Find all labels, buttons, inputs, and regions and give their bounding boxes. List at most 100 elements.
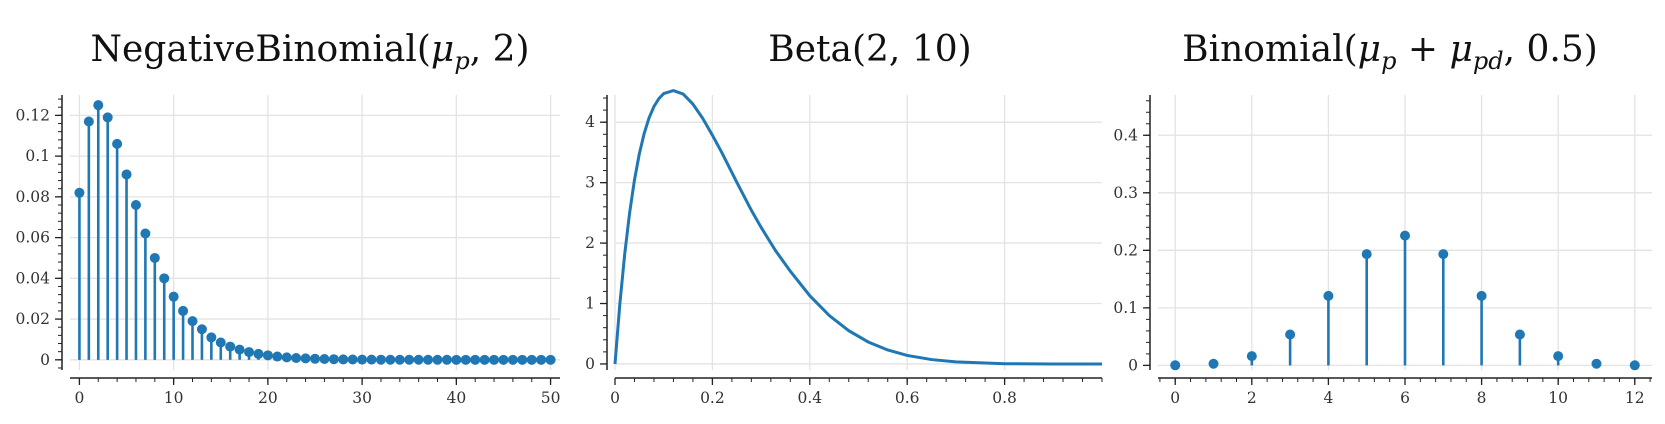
x-tick-label: 0: [1170, 389, 1180, 407]
data-point: [159, 273, 170, 284]
data-point: [225, 341, 236, 352]
data-point: [479, 354, 490, 365]
data-point: [310, 353, 320, 364]
data-point: [1400, 230, 1410, 241]
data-point: [196, 324, 207, 335]
data-point: [347, 354, 358, 365]
data-point: [432, 354, 443, 365]
y-tick-label: 2: [585, 234, 595, 252]
y-tick-label: 1: [585, 295, 595, 313]
x-tick-label: 2: [1247, 389, 1257, 407]
data-point: [1246, 351, 1257, 362]
data-point: [206, 332, 217, 343]
x-tick-label: 40: [446, 389, 466, 407]
x-tick-label: 0.2: [700, 389, 725, 407]
data-point: [187, 316, 198, 327]
data-point: [1361, 249, 1372, 260]
x-tick-label: 6: [1400, 389, 1410, 407]
x-tick-label: 0: [74, 389, 84, 407]
data-point: [517, 354, 528, 365]
x-tick-label: 10: [164, 389, 184, 407]
data-point: [130, 200, 141, 210]
y-tick-label: 0.02: [15, 310, 50, 328]
data-point: [1591, 358, 1602, 369]
y-tick-label: 0: [1128, 356, 1138, 374]
data-point: [385, 354, 396, 365]
data-point: [536, 354, 547, 365]
data-point: [1514, 329, 1525, 340]
data-point: [1476, 290, 1487, 301]
data-point: [1170, 360, 1181, 371]
data-point: [74, 187, 85, 198]
data-point: [93, 100, 104, 111]
data-point: [441, 354, 452, 365]
data-point: [83, 116, 94, 127]
data-point: [498, 354, 509, 365]
data-point: [423, 354, 434, 365]
data-point: [112, 138, 123, 149]
data-point: [328, 354, 339, 365]
data-point: [1208, 358, 1219, 369]
beta-panel: Beta(2, 10) 0 0.2 0.4 0.6 0.8 0 1 2 3 4: [585, 29, 1103, 407]
data-point: [357, 354, 368, 365]
data-point: [291, 352, 302, 363]
data-point: [526, 354, 537, 365]
y-tick-label: 0.06: [15, 229, 50, 247]
x-tick-label: 0.6: [895, 389, 920, 407]
data-point: [234, 344, 245, 355]
data-point: [507, 354, 518, 365]
y-tick-label: 0.3: [1113, 184, 1138, 202]
data-point: [1438, 249, 1449, 260]
chart-title: NegativeBinomial(μp, 2): [90, 29, 529, 75]
x-tick-label: 20: [258, 389, 278, 407]
x-tick-label: 0.8: [992, 389, 1017, 407]
data-point: [149, 252, 160, 263]
data-point: [215, 337, 226, 348]
x-tick-label: 0: [610, 389, 620, 407]
data-point: [262, 350, 273, 361]
x-tick-label: 10: [1548, 389, 1568, 407]
chart-title: Binomial(μp + μpd, 0.5): [1182, 29, 1598, 75]
data-point: [121, 169, 132, 180]
x-tick-label: 0.4: [797, 389, 822, 407]
data-point: [1285, 329, 1296, 340]
data-point: [489, 354, 500, 365]
data-point: [451, 354, 462, 365]
data-point: [338, 354, 349, 365]
x-tick-label: 8: [1477, 389, 1487, 407]
y-tick-label: 4: [585, 113, 595, 131]
data-point: [470, 354, 481, 365]
data-point: [366, 354, 377, 365]
y-tick-label: 0.2: [1113, 241, 1138, 259]
data-point: [319, 354, 330, 364]
y-tick-label: 0.1: [25, 147, 50, 165]
y-tick-label: 0.12: [15, 106, 50, 124]
data-point: [1323, 290, 1334, 301]
y-tick-label: 0.04: [15, 269, 50, 287]
data-point: [1553, 351, 1564, 362]
x-tick-label: 30: [352, 389, 372, 407]
y-tick-label: 0: [585, 355, 595, 373]
x-tick-label: 12: [1625, 389, 1645, 407]
data-point: [244, 347, 255, 358]
data-point: [140, 228, 151, 239]
negative-binomial-panel: NegativeBinomial(μp, 2) 0 10 20 30 40 50 0 0.02…: [15, 29, 560, 407]
y-tick-label: 0.4: [1113, 126, 1138, 144]
data-point: [253, 348, 264, 359]
y-tick-label: 3: [585, 174, 595, 192]
data-point: [102, 112, 113, 123]
y-tick-label: 0.1: [1113, 299, 1138, 317]
y-tick-label: 0.08: [15, 188, 50, 206]
data-point: [545, 354, 556, 365]
data-point: [460, 354, 471, 365]
density-curve: [613, 89, 1103, 366]
data-point: [375, 354, 386, 365]
data-point: [1629, 360, 1640, 371]
data-point: [168, 291, 179, 302]
data-point: [394, 354, 405, 365]
x-tick-label: 50: [541, 389, 561, 407]
data-point: [404, 354, 415, 365]
binomial-panel: Binomial(μp + μpd, 0.5) 0 2 4 6 8 10 12 0 0.1 0.2…: [1113, 29, 1652, 407]
chart-title: Beta(2, 10): [768, 29, 971, 70]
x-tick-label: 4: [1323, 389, 1333, 407]
